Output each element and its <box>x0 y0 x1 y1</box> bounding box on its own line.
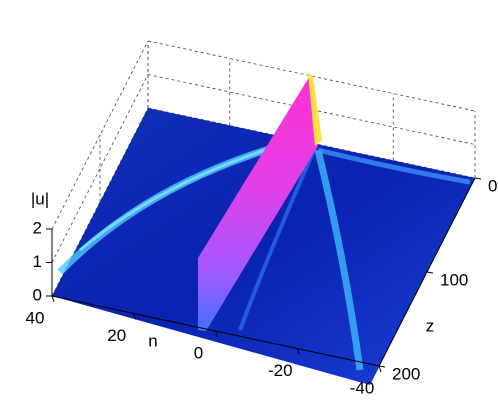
z-tick-label: 1 <box>33 252 42 271</box>
z-axis-label: |u| <box>31 189 49 208</box>
tick-mark <box>215 330 218 338</box>
surface-ridge <box>198 74 318 331</box>
x-tick-label: -40 <box>350 378 375 397</box>
x-tick-label: 20 <box>107 326 126 345</box>
surface-ridge-peak <box>308 72 322 146</box>
y-tick-label: 100 <box>440 270 468 289</box>
x-tick-label: 0 <box>194 343 203 362</box>
tick-mark <box>378 365 382 373</box>
x-axis-label: n <box>148 331 157 350</box>
grid-line <box>147 107 476 179</box>
tick-mark <box>378 365 386 368</box>
surface-wave <box>314 149 364 371</box>
y-axis-label: z <box>426 316 435 335</box>
x-tick-label: -20 <box>268 361 293 380</box>
tick-mark <box>474 177 482 180</box>
surface <box>52 72 475 385</box>
surface-wave <box>238 147 317 331</box>
x-tick-label: 40 <box>26 308 45 327</box>
grid <box>51 40 476 297</box>
z-tick-label: 0 <box>33 285 42 304</box>
y-tick-label: 0 <box>488 176 497 195</box>
grid-line <box>51 40 149 230</box>
surface-floor <box>52 108 475 385</box>
tick-mark <box>426 271 434 274</box>
tick-mark <box>296 348 300 355</box>
y-tick-label: 200 <box>392 364 420 383</box>
tick-mark <box>133 313 137 320</box>
grid-line <box>51 74 149 263</box>
grid-line <box>147 74 476 145</box>
surface-wave <box>317 147 471 185</box>
grid-line <box>147 40 476 112</box>
tick-mark <box>51 295 55 303</box>
z-tick-label: 2 <box>33 218 42 237</box>
